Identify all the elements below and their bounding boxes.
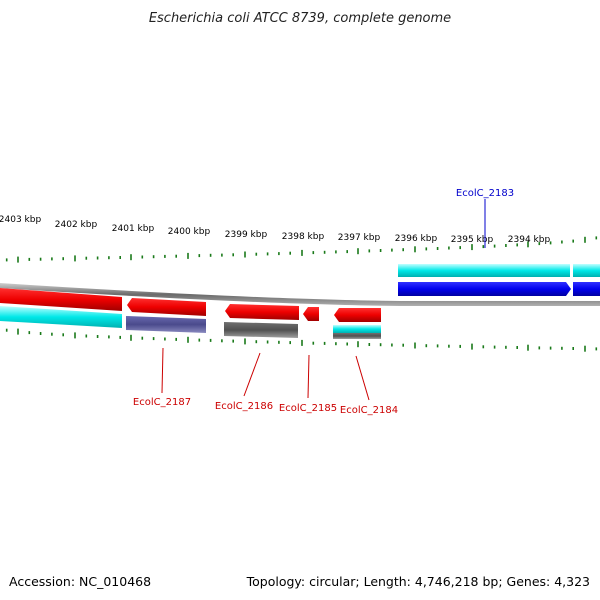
gene-feature [0,306,122,328]
kbp-label: 2395 kbp [451,235,494,245]
cds-feature[interactable] [225,304,299,320]
genome-backbone [0,283,600,306]
gene-label[interactable]: EcolC_2187 [133,397,191,408]
gene-leader-line [243,352,261,397]
gene-feature [126,316,206,333]
gene-feature [224,322,298,338]
gene-leader-line [307,354,310,399]
cds-feature[interactable] [127,298,206,316]
kbp-label: 2401 kbp [112,224,155,234]
kbp-label: 2398 kbp [282,232,325,242]
kbp-label: 2402 kbp [55,220,98,230]
kbp-label: 2400 kbp [168,227,211,237]
ruler-ticks-reverse [5,328,598,352]
cds-feature[interactable] [398,282,571,296]
accession-label: Accession: NC_010468 [9,574,151,589]
kbp-label: 2399 kbp [225,230,268,240]
gene-label[interactable]: EcolC_2184 [340,405,398,416]
cds-feature[interactable] [0,288,122,311]
gene-feature [333,333,381,339]
gene-label[interactable]: EcolC_2185 [279,403,337,414]
gene-leader-line [355,355,370,401]
topology-summary: Topology: circular; Length: 4,746,218 bp… [246,574,590,589]
gene-label[interactable]: EcolC_2186 [215,401,273,412]
kbp-label: 2396 kbp [395,234,438,244]
kbp-label: 2397 kbp [338,233,381,243]
gene-feature [573,264,600,277]
cds-feature[interactable] [334,308,381,322]
kbp-label: 2394 kbp [508,235,551,245]
gene-leader-line [161,347,164,394]
cds-feature[interactable] [573,282,600,296]
gene-label[interactable]: EcolC_2183 [456,188,514,199]
gene-feature [398,264,570,277]
cds-feature[interactable] [303,307,319,321]
map-title: Escherichia coli ATCC 8739, complete gen… [149,11,451,26]
gene-feature [333,325,381,333]
ruler-labels: 2403 kbp 2402 kbp 2401 kbp 2400 kbp 2399 kbp… [0,215,550,245]
gene-label-group: EcolC_2183 EcolC_2184 EcolC_2185 EcolC_2… [133,188,514,416]
kbp-label: 2403 kbp [0,215,41,225]
reverse-strand [0,288,381,339]
ruler-ticks-forward [5,236,598,263]
forward-strand [398,264,600,296]
